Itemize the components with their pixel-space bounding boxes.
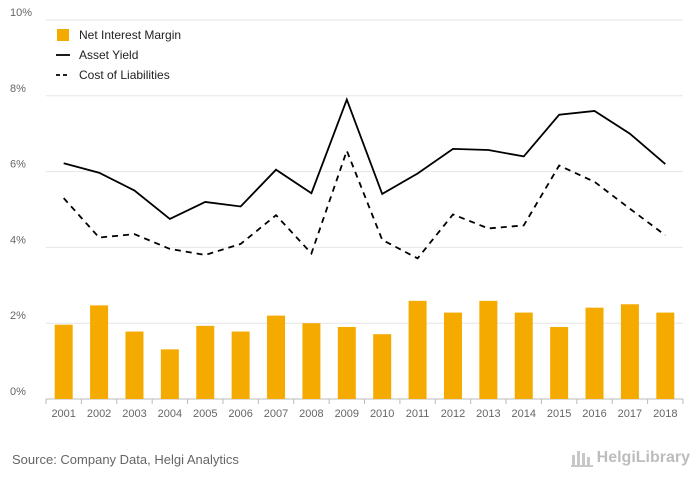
x-tick-label: 2017 — [618, 408, 642, 420]
x-tick-label: 2013 — [476, 408, 500, 420]
bar — [337, 326, 356, 399]
bar — [160, 349, 179, 399]
cost-of-liabilities-line — [63, 148, 666, 260]
bar — [443, 312, 462, 399]
source-note: Source: Company Data, Helgi Analytics — [12, 452, 239, 467]
bar — [196, 325, 215, 399]
x-tick-label: 2014 — [512, 408, 536, 420]
brand-logo: HelgiLibrary — [570, 449, 690, 467]
bar — [408, 300, 427, 399]
x-tick-label: 2005 — [193, 408, 217, 420]
y-tick-label: 8% — [10, 83, 26, 95]
x-tick-label: 2007 — [264, 408, 288, 420]
library-icon — [570, 451, 593, 467]
bar — [585, 307, 604, 399]
y-tick-label: 4% — [10, 234, 26, 246]
bar — [620, 304, 639, 399]
brand-name: HelgiLibrary — [596, 449, 690, 466]
x-tick-label: 2001 — [51, 408, 75, 420]
x-tick-label: 2006 — [228, 408, 252, 420]
x-tick-label: 2002 — [87, 408, 111, 420]
chart: 0% 2% 4% 6% 8% 10% 2001 2002 2003 2004 2005 2006 200… — [10, 7, 684, 420]
legend-swatch — [57, 29, 69, 41]
y-tick-label: 2% — [10, 310, 26, 322]
bar — [656, 312, 675, 399]
x-tick-label: 2008 — [299, 408, 323, 420]
x-tick-label: 2016 — [582, 408, 606, 420]
legend-label: Net Interest Margin — [79, 28, 181, 42]
legend-label: Cost of Liabilities — [79, 68, 170, 82]
x-tick-label: 2015 — [547, 408, 571, 420]
x-tick-label: 2011 — [406, 408, 430, 420]
bar — [550, 326, 569, 399]
bar — [231, 331, 250, 399]
bar — [125, 331, 144, 399]
bar — [479, 300, 498, 399]
bar — [514, 312, 533, 399]
bar — [90, 305, 109, 399]
y-tick-label: 10% — [10, 7, 32, 19]
x-tick-label: 2004 — [158, 408, 182, 420]
x-tick-label: 2018 — [653, 408, 677, 420]
asset-yield-line — [63, 97, 666, 221]
bar — [373, 334, 392, 399]
x-tick-label: 2003 — [122, 408, 146, 420]
bar — [54, 324, 73, 399]
bar — [267, 315, 286, 399]
x-tick-label: 2012 — [441, 408, 465, 420]
bar — [302, 323, 321, 399]
y-tick-label: 0% — [10, 386, 26, 398]
x-tick-label: 2009 — [335, 408, 359, 420]
legend-label: Asset Yield — [79, 48, 138, 62]
x-tick-label: 2010 — [370, 408, 394, 420]
y-tick-label: 6% — [10, 159, 26, 171]
